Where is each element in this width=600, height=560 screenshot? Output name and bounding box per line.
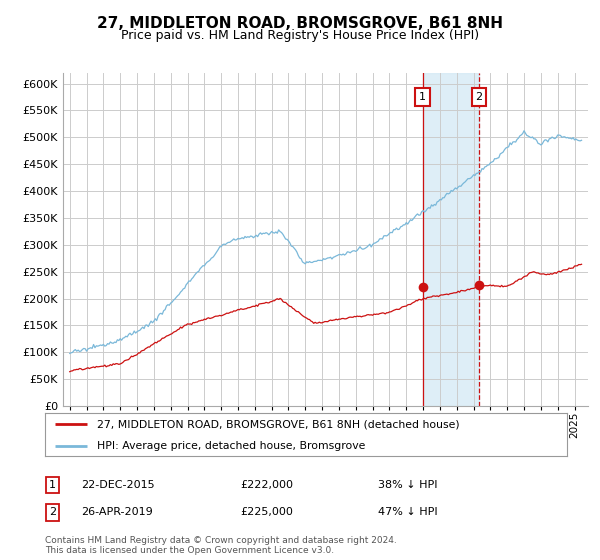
Text: Price paid vs. HM Land Registry's House Price Index (HPI): Price paid vs. HM Land Registry's House … [121, 29, 479, 42]
Text: Contains HM Land Registry data © Crown copyright and database right 2024.
This d: Contains HM Land Registry data © Crown c… [45, 536, 397, 556]
Text: 1: 1 [419, 92, 426, 102]
Text: 2: 2 [49, 507, 56, 517]
Text: 47% ↓ HPI: 47% ↓ HPI [378, 507, 437, 517]
Text: 22-DEC-2015: 22-DEC-2015 [81, 480, 155, 490]
Text: £225,000: £225,000 [240, 507, 293, 517]
Text: 38% ↓ HPI: 38% ↓ HPI [378, 480, 437, 490]
Bar [422, 73, 479, 406]
Text: 1: 1 [49, 480, 56, 490]
Text: 2: 2 [475, 92, 482, 102]
Text: 26-APR-2019: 26-APR-2019 [81, 507, 153, 517]
Text: HPI: Average price, detached house, Bromsgrove: HPI: Average price, detached house, Brom… [97, 441, 365, 451]
Text: 27, MIDDLETON ROAD, BROMSGROVE, B61 8NH: 27, MIDDLETON ROAD, BROMSGROVE, B61 8NH [97, 16, 503, 31]
Text: 27, MIDDLETON ROAD, BROMSGROVE, B61 8NH (detached house): 27, MIDDLETON ROAD, BROMSGROVE, B61 8NH … [97, 419, 460, 430]
Text: £222,000: £222,000 [240, 480, 293, 490]
